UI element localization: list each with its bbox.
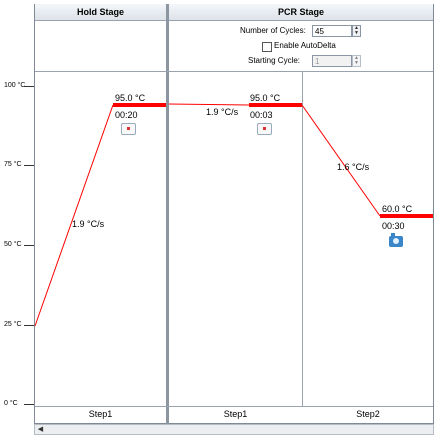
autodelta-checkbox[interactable] — [262, 42, 272, 52]
yaxis-tick-0 — [24, 404, 34, 405]
yaxis-tick-100 — [24, 86, 34, 87]
pcr-step2-label: Step2 — [356, 409, 380, 419]
hold-stage-header[interactable]: Hold Stage — [35, 4, 166, 21]
hold-ramp-rate[interactable]: 1.9 °C/s — [72, 219, 105, 229]
pcr-step1-label: Step1 — [223, 409, 248, 419]
yaxis-label-100: 100 °C — [4, 82, 26, 89]
yaxis-tick-25 — [24, 325, 34, 326]
pcr-step2-time[interactable]: 00:30 — [382, 221, 405, 231]
stage-divider[interactable] — [166, 4, 169, 424]
horizontal-scrollbar[interactable]: ◀ — [34, 424, 434, 435]
step-divider[interactable] — [302, 72, 303, 406]
hold-step-bar[interactable] — [113, 103, 166, 107]
frame-left-border — [34, 4, 35, 424]
pcr-step2-ramp-rate[interactable]: 1.6 °C/s — [337, 162, 370, 172]
spin-up-icon[interactable]: ▲ — [354, 25, 359, 31]
starting-cycle-input[interactable]: 1 — [312, 55, 352, 67]
yaxis-tick-75 — [24, 165, 34, 166]
yaxis-label-25: 25 °C — [4, 321, 22, 328]
yaxis-label-0: 0 °C — [4, 400, 18, 407]
frame-bottom-border — [34, 423, 434, 424]
spin-down-icon[interactable]: ▼ — [354, 60, 359, 66]
pcr-step1-ramp-rate[interactable]: 1.9 °C/s — [206, 107, 239, 117]
step-label-separator — [35, 406, 433, 407]
yaxis-label-50: 50 °C — [4, 241, 22, 248]
pcr-step1-temp[interactable]: 95.0 °C — [250, 93, 281, 103]
frame-right-border — [433, 4, 434, 424]
autodelta-label: Enable AutoDelta — [274, 41, 336, 50]
cycles-label: Number of Cycles: — [240, 26, 306, 35]
starting-cycle-label: Starting Cycle: — [248, 56, 301, 65]
scroll-left-icon[interactable]: ◀ — [37, 426, 44, 433]
pcr-step2-bar[interactable] — [380, 214, 433, 218]
camera-icon[interactable] — [389, 233, 403, 247]
hold-time[interactable]: 00:20 — [115, 110, 138, 120]
pcr-step2-ramp-line — [301, 104, 381, 217]
pcr-step1-bar[interactable] — [249, 103, 302, 107]
hold-temp[interactable]: 95.0 °C — [115, 93, 146, 103]
spin-down-icon[interactable]: ▼ — [354, 30, 359, 36]
hold-step1-label: Step1 — [88, 409, 113, 419]
pcr-step1-time[interactable]: 00:03 — [250, 110, 273, 120]
pcr-step2-temp[interactable]: 60.0 °C — [382, 204, 413, 214]
pcr-step1-ramp-line — [168, 103, 250, 106]
hold-ramp-line — [34, 104, 114, 327]
starting-cycle-spinner[interactable]: ▲ ▼ — [352, 55, 361, 67]
yaxis-tick-50 — [24, 245, 34, 246]
pcr-stage-header[interactable]: PCR Stage — [169, 4, 433, 21]
pcr-step1-data-collection-icon[interactable] — [257, 123, 272, 135]
spin-up-icon[interactable]: ▲ — [354, 55, 359, 61]
hold-data-collection-icon[interactable] — [121, 123, 136, 135]
yaxis-label-75: 75 °C — [4, 161, 22, 168]
settings-separator — [35, 71, 433, 72]
cycles-spinner[interactable]: ▲ ▼ — [352, 25, 361, 37]
cycles-input[interactable]: 45 — [312, 25, 352, 37]
